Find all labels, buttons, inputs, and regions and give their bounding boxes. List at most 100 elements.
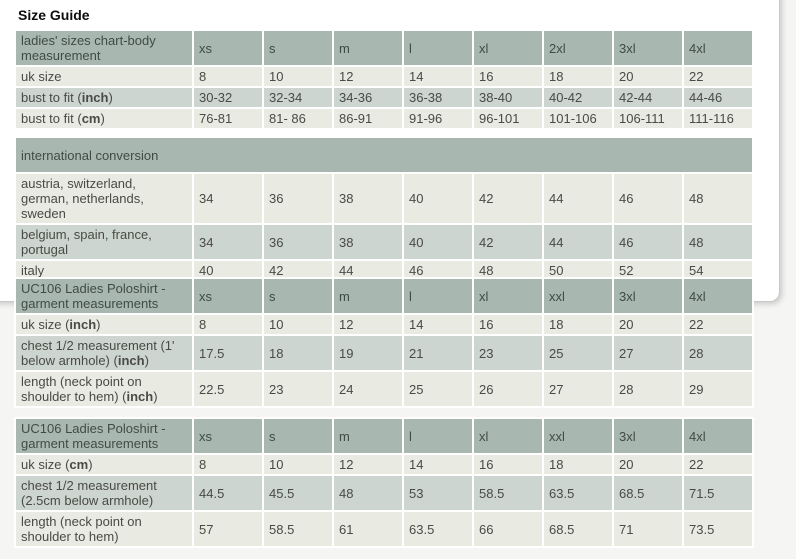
value-cell: 10 <box>264 455 332 474</box>
value-cell: 40 <box>194 261 262 280</box>
value-cell: 12 <box>334 455 402 474</box>
value-cell: 22 <box>684 67 752 86</box>
column-header: s <box>264 419 332 453</box>
value-cell: 46 <box>404 261 472 280</box>
column-header: xs <box>194 31 262 65</box>
value-cell: 22 <box>684 315 752 334</box>
value-cell: 44 <box>544 225 612 259</box>
value-cell: 28 <box>684 336 752 370</box>
column-header: 4xl <box>684 31 752 65</box>
value-cell: 63.5 <box>544 476 612 510</box>
column-header: l <box>404 419 472 453</box>
value-cell: 48 <box>684 225 752 259</box>
value-cell: 46 <box>614 225 682 259</box>
value-cell: 111-116 <box>684 109 752 128</box>
value-cell: 53 <box>404 476 472 510</box>
value-cell: 30-32 <box>194 88 262 107</box>
value-cell: 42 <box>264 261 332 280</box>
value-cell: 57 <box>194 512 262 546</box>
value-cell: 20 <box>614 67 682 86</box>
row-label: length (neck point on shoulder to hem) (… <box>16 372 192 406</box>
value-cell: 34 <box>194 174 262 223</box>
row-label: chest 1/2 measurement (2.5cm below armho… <box>16 476 192 510</box>
value-cell: 36 <box>264 225 332 259</box>
value-cell: 68.5 <box>614 476 682 510</box>
value-cell: 46 <box>614 174 682 223</box>
value-cell: 14 <box>404 315 472 334</box>
value-cell: 16 <box>474 315 542 334</box>
row-label: bust to fit (inch) <box>16 88 192 107</box>
size-table-international-conversion: international conversion austria, switzer… <box>14 136 754 282</box>
column-header: 3xl <box>614 279 682 313</box>
value-cell: 8 <box>194 315 262 334</box>
value-cell: 73.5 <box>684 512 752 546</box>
value-cell: 81- 86 <box>264 109 332 128</box>
value-cell: 42 <box>474 225 542 259</box>
value-cell: 45.5 <box>264 476 332 510</box>
value-cell: 21 <box>404 336 472 370</box>
value-cell: 71.5 <box>684 476 752 510</box>
value-cell: 48 <box>474 261 542 280</box>
table-header-label: international conversion <box>16 138 752 172</box>
value-cell: 66 <box>474 512 542 546</box>
row-label: austria, switzerland, german, netherland… <box>16 174 192 223</box>
value-cell: 18 <box>544 315 612 334</box>
value-cell: 19 <box>334 336 402 370</box>
column-header: xxl <box>544 279 612 313</box>
value-cell: 48 <box>684 174 752 223</box>
value-cell: 52 <box>614 261 682 280</box>
garment-measurements-inch-table-container: UC106 Ladies Poloshirt - garment measure… <box>14 277 754 408</box>
international-conversion-table-container: international conversion austria, switzer… <box>14 136 754 282</box>
value-cell: 10 <box>264 315 332 334</box>
value-cell: 44 <box>544 174 612 223</box>
column-header: xs <box>194 279 262 313</box>
value-cell: 26 <box>474 372 542 406</box>
value-cell: 68.5 <box>544 512 612 546</box>
column-header: xs <box>194 419 262 453</box>
column-header: xl <box>474 279 542 313</box>
column-header: m <box>334 31 402 65</box>
value-cell: 63.5 <box>404 512 472 546</box>
table-header-label: UC106 Ladies Poloshirt - garment measure… <box>16 279 192 313</box>
value-cell: 28 <box>614 372 682 406</box>
value-cell: 22.5 <box>194 372 262 406</box>
value-cell: 40 <box>404 174 472 223</box>
column-header: s <box>264 279 332 313</box>
value-cell: 38 <box>334 225 402 259</box>
value-cell: 32-34 <box>264 88 332 107</box>
column-header: m <box>334 419 402 453</box>
value-cell: 42-44 <box>614 88 682 107</box>
column-header: 2xl <box>544 31 612 65</box>
size-table-ladies-sizes-body-measurement: ladies' sizes chart-body measurement xs s m… <box>14 29 754 130</box>
value-cell: 12 <box>334 67 402 86</box>
column-header: 3xl <box>614 31 682 65</box>
table-header-label: ladies' sizes chart-body measurement <box>16 31 192 65</box>
column-header: l <box>404 279 472 313</box>
row-label: chest 1/2 measurement (1' below armhole)… <box>16 336 192 370</box>
value-cell: 12 <box>334 315 402 334</box>
value-cell: 38-40 <box>474 88 542 107</box>
size-table-poloshirt-garment-measurements-inch: UC106 Ladies Poloshirt - garment measure… <box>14 277 754 408</box>
value-cell: 8 <box>194 67 262 86</box>
value-cell: 24 <box>334 372 402 406</box>
value-cell: 71 <box>614 512 682 546</box>
value-cell: 25 <box>404 372 472 406</box>
value-cell: 40 <box>404 225 472 259</box>
value-cell: 44.5 <box>194 476 262 510</box>
value-cell: 16 <box>474 67 542 86</box>
page-title: Size Guide <box>18 7 90 23</box>
value-cell: 36 <box>264 174 332 223</box>
value-cell: 22 <box>684 455 752 474</box>
value-cell: 48 <box>334 476 402 510</box>
row-label: bust to fit (cm) <box>16 109 192 128</box>
column-header: l <box>404 31 472 65</box>
value-cell: 23 <box>264 372 332 406</box>
value-cell: 17.5 <box>194 336 262 370</box>
value-cell: 18 <box>544 67 612 86</box>
value-cell: 14 <box>404 67 472 86</box>
value-cell: 44 <box>334 261 402 280</box>
value-cell: 50 <box>544 261 612 280</box>
value-cell: 91-96 <box>404 109 472 128</box>
value-cell: 58.5 <box>474 476 542 510</box>
body-measurement-table-container: ladies' sizes chart-body measurement xs s m… <box>14 29 754 130</box>
